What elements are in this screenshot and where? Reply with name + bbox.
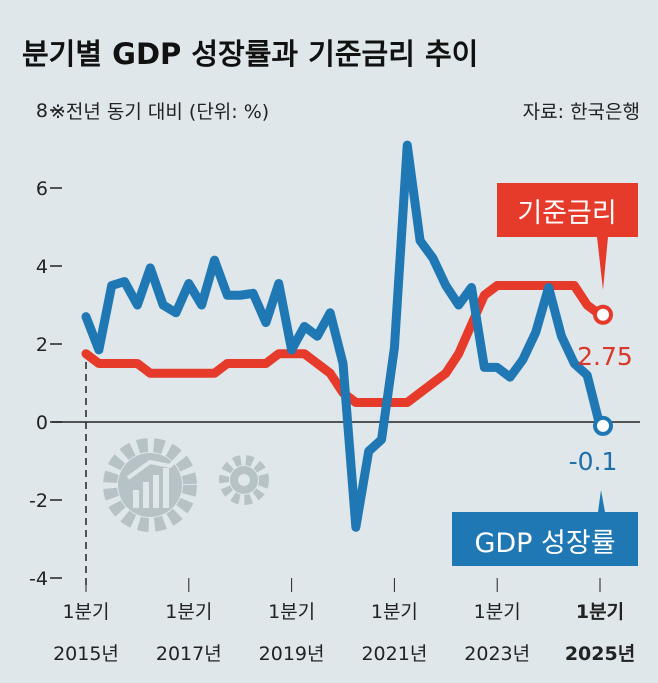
base-rate-legend-label: 기준금리 [517,198,616,229]
x-tick-quarter: 1분기 [474,601,521,623]
x-tick-year: 2023년 [464,643,530,665]
y-tick-label: 4 [36,256,48,278]
gdp-end-marker [593,415,613,436]
y-tick-label: -4 [29,568,48,590]
x-tick-year: 2025년 [565,643,635,665]
x-tick-quarter: 1분기 [576,601,624,623]
gear-chart-icon [103,438,269,532]
gdp-last-label: -0.1 [569,447,618,476]
chart-title: 분기별 GDP 성장률과 기준금리 추이 [22,37,478,71]
y-axis: 8 6 4 2 0 -2 -4 [29,100,62,590]
x-tick-quarter: 1분기 [165,601,212,623]
x-tick-year: 2019년 [259,643,325,665]
y-tick-label: 2 [36,334,48,356]
series-lines [81,140,613,532]
x-tick-quarter: 1분기 [371,601,418,623]
base-rate-legend: 기준금리 [497,183,638,290]
chart-source: 자료: 한국은행 [523,101,640,123]
y-tick-label: 8 [36,100,48,122]
gdp-legend-label: GDP 성장률 [474,528,615,559]
x-tick-quarter: 1분기 [268,601,315,623]
base-rate-end-marker [593,304,613,325]
base-rate-last-label: 2.75 [577,342,633,371]
x-tick-year: 2017년 [156,643,222,665]
x-tick-year: 2021년 [361,643,427,665]
x-axis: 1분기 2015년 1분기 2017년 1분기 2019년 1분기 2021년 1분기 2023년… [53,578,635,665]
x-tick-year: 2015년 [53,643,119,665]
y-tick-label: -2 [29,490,48,512]
gdp-growth-line [81,140,605,532]
y-tick-label: 0 [36,412,48,434]
x-tick-quarter: 1분기 [62,601,109,623]
gdp-legend: GDP 성장률 [452,490,638,566]
chart-subtitle: ※전년 동기 대비 (단위: %) [50,101,269,123]
y-tick-label: 6 [36,178,48,200]
